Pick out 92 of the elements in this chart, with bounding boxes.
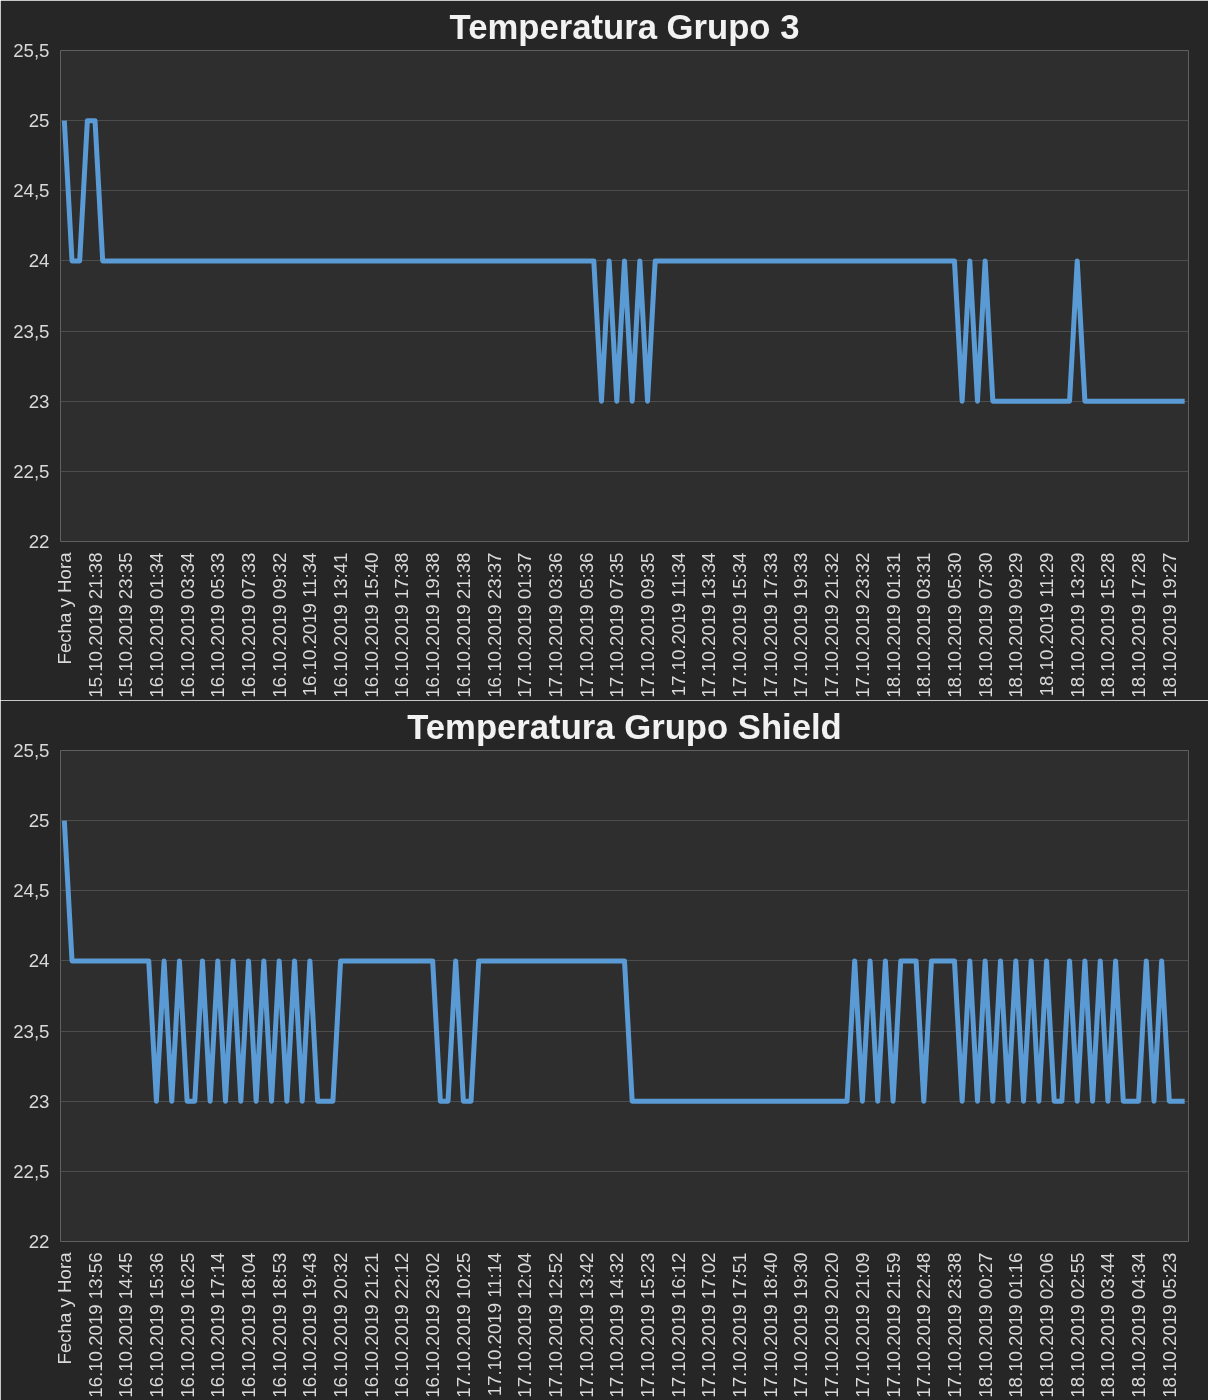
x-tick-label: 17.10.2019 21:59	[882, 1252, 904, 1398]
x-tick-label: 18.10.2019 01:31	[882, 552, 904, 698]
x-tick-label: 18.10.2019 05:23	[1158, 1252, 1180, 1398]
x-tick-label: 18.10.2019 09:29	[1005, 552, 1027, 698]
y-tick-label: 22	[28, 1231, 50, 1252]
x-tick-label: 17.10.2019 15:34	[729, 552, 751, 698]
x-tick-label: 16.10.2019 19:43	[299, 1252, 321, 1398]
y-tick-label: 24	[28, 250, 50, 272]
x-tick-label: 17.10.2019 17:33	[759, 552, 781, 698]
y-tick-label: 23	[28, 390, 50, 412]
x-tick-label: 17.10.2019 19:30	[790, 1252, 812, 1398]
y-tick-label: 25,5	[13, 40, 50, 61]
x-tick-label: 18.10.2019 01:16	[1005, 1252, 1027, 1398]
x-tick-label: 18.10.2019 07:30	[974, 552, 996, 698]
x-tick-label: 18.10.2019 15:28	[1097, 552, 1119, 698]
x-tick-label: 17.10.2019 17:02	[698, 1252, 720, 1398]
x-tick-label: 17.10.2019 17:51	[729, 1252, 751, 1398]
x-tick-label: 18.10.2019 00:27	[974, 1252, 996, 1398]
x-tick-label: 17.10.2019 21:09	[851, 1252, 873, 1398]
x-tick-label: 17.10.2019 11:34	[667, 552, 689, 697]
y-tick-label: 25	[28, 810, 50, 832]
y-tick-label: 24,5	[13, 180, 50, 202]
x-tick-label: 17.10.2019 05:36	[575, 552, 597, 698]
y-tick-label: 24	[28, 950, 50, 972]
x-tick-label: 15.10.2019 21:38	[84, 552, 106, 698]
chart-title: Temperatura Grupo Shield	[407, 707, 842, 746]
x-tick-label: 16.10.2019 23:02	[422, 1252, 444, 1398]
x-tick-label: 16.10.2019 11:34	[299, 552, 321, 697]
x-tick-label: 16.10.2019 07:33	[238, 552, 259, 698]
x-tick-label: 16.10.2019 18:53	[268, 1252, 290, 1398]
y-tick-label: 23,5	[13, 1020, 50, 1042]
x-tick-label: 16.10.2019 19:38	[422, 552, 444, 698]
x-tick-label: 17.10.2019 12:04	[514, 1252, 536, 1398]
x-tick-label: 16.10.2019 14:45	[115, 1252, 137, 1398]
x-tick-label: 17.10.2019 23:38	[943, 1252, 965, 1398]
x-tick-label: 18.10.2019 13:29	[1066, 552, 1088, 698]
x-tick-label: 17.10.2019 10:25	[452, 1252, 474, 1398]
x-tick-label: 17.10.2019 13:42	[575, 1252, 597, 1398]
x-tick-label: 16.10.2019 05:33	[207, 552, 229, 698]
x-tick-label: 17.10.2019 22:48	[913, 1252, 935, 1398]
x-tick-label: 18.10.2019 04:34	[1128, 1252, 1150, 1398]
x-tick-label: 16.10.2019 13:41	[330, 552, 352, 698]
x-tick-label: 16.10.2019 21:21	[360, 1252, 382, 1398]
x-tick-label: 17.10.2019 19:33	[790, 552, 812, 698]
x-tick-label: 16.10.2019 15:36	[145, 1252, 167, 1398]
y-tick-label: 23	[28, 1090, 50, 1112]
x-tick-label: 17.10.2019 09:35	[637, 552, 659, 698]
x-tick-label: 18.10.2019 19:27	[1158, 552, 1180, 698]
x-tick-label: 17.10.2019 01:37	[514, 552, 536, 698]
y-tick-label: 23,5	[13, 320, 50, 342]
x-tick-label: 17.10.2019 13:34	[698, 552, 720, 698]
x-tick-label: Fecha y Hora	[53, 1251, 75, 1365]
x-tick-label: 18.10.2019 03:44	[1097, 1252, 1119, 1398]
chart-title: Temperatura Grupo 3	[449, 7, 800, 46]
x-tick-label: 17.10.2019 23:32	[851, 552, 873, 698]
x-tick-label: 16.10.2019 09:32	[268, 552, 290, 698]
x-tick-label: 17.10.2019 07:35	[606, 552, 628, 698]
x-tick-label: 18.10.2019 02:55	[1066, 1252, 1088, 1398]
x-tick-label: Fecha y Hora	[53, 551, 75, 665]
x-tick-label: 17.10.2019 03:36	[544, 552, 566, 698]
y-tick-label: 24,5	[13, 880, 50, 902]
x-tick-label: 16.10.2019 15:40	[360, 552, 382, 698]
x-tick-label: 15.10.2019 23:35	[115, 552, 137, 698]
y-tick-label: 25,5	[13, 740, 50, 761]
x-tick-label: 16.10.2019 16:25	[176, 1252, 198, 1398]
x-tick-label: 17.10.2019 12:52	[544, 1252, 566, 1398]
y-tick-label: 22	[28, 531, 50, 552]
x-tick-label: 17.10.2019 15:23	[637, 1252, 659, 1398]
x-tick-label: 17.10.2019 21:32	[821, 552, 843, 698]
x-tick-label: 16.10.2019 20:32	[330, 1252, 352, 1398]
x-tick-label: 16.10.2019 21:38	[452, 552, 474, 698]
x-tick-label: 18.10.2019 05:30	[943, 552, 965, 698]
x-tick-label: 17.10.2019 14:32	[606, 1252, 628, 1398]
y-tick-label: 22,5	[13, 460, 50, 482]
x-tick-label: 16.10.2019 03:34	[176, 552, 198, 698]
x-tick-label: 18.10.2019 11:29	[1036, 552, 1058, 697]
x-tick-label: 18.10.2019 03:31	[913, 552, 935, 698]
x-tick-label: 18.10.2019 02:06	[1036, 1252, 1058, 1398]
x-tick-label: 16.10.2019 17:14	[207, 1252, 229, 1398]
x-tick-label: 17.10.2019 18:40	[759, 1252, 781, 1398]
x-tick-label: 16.10.2019 23:37	[483, 552, 505, 698]
x-tick-label: 17.10.2019 11:14	[483, 1252, 505, 1397]
x-tick-label: 17.10.2019 16:12	[667, 1252, 689, 1398]
y-tick-label: 22,5	[13, 1160, 50, 1182]
y-tick-label: 25	[28, 110, 50, 132]
x-tick-label: 16.10.2019 13:56	[84, 1252, 106, 1398]
x-tick-label: 16.10.2019 22:12	[391, 1252, 413, 1398]
x-tick-label: 16.10.2019 17:38	[391, 552, 413, 698]
x-tick-label: 18.10.2019 17:28	[1128, 552, 1150, 698]
x-tick-label: 16.10.2019 01:34	[145, 552, 167, 698]
x-tick-label: 16.10.2019 18:04	[238, 1252, 259, 1398]
x-tick-label: 17.10.2019 20:20	[821, 1252, 843, 1398]
